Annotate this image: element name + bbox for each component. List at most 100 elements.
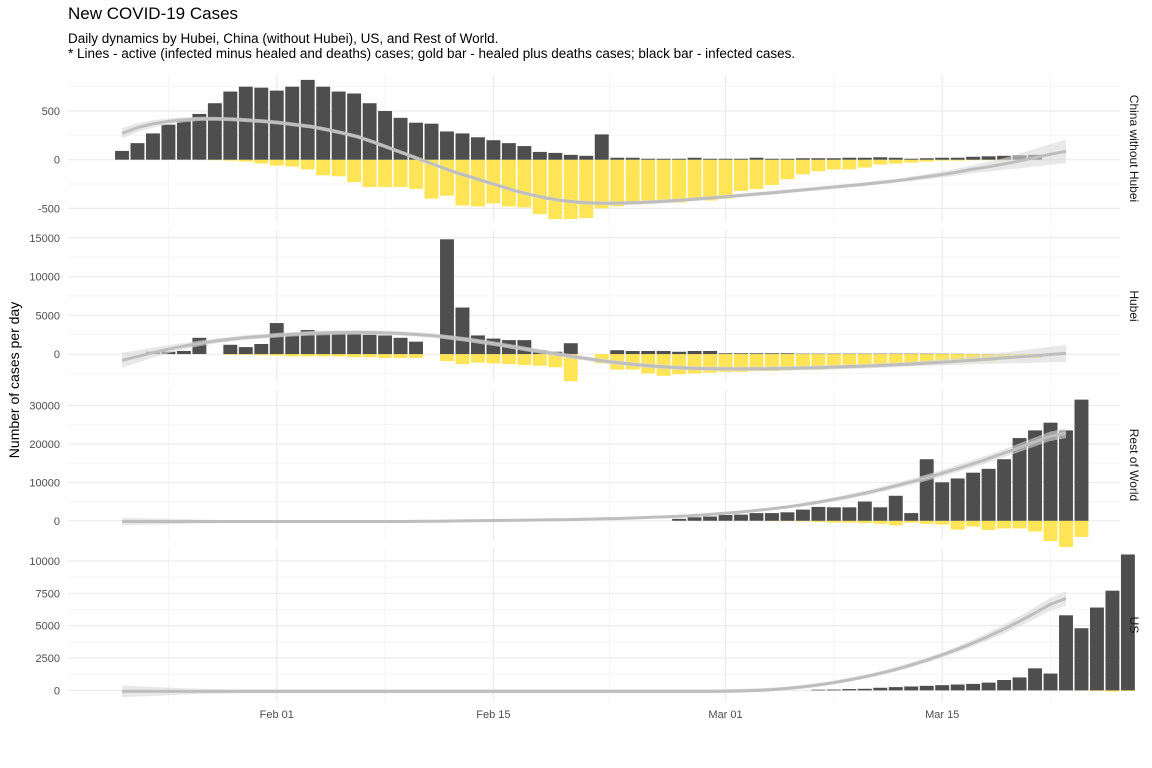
healed-bar [300, 159, 315, 170]
healed-bar [532, 159, 547, 215]
healed-bar [981, 520, 996, 530]
healed-bar [672, 354, 687, 375]
infected-bar [981, 468, 996, 521]
infected-bar [269, 323, 284, 355]
infected-bar [687, 350, 702, 355]
infected-bar [873, 687, 888, 691]
infected-bar [966, 472, 981, 521]
healed-bar [223, 159, 238, 161]
infected-bar [749, 353, 764, 355]
healed-bar [501, 159, 516, 207]
infected-bar [950, 157, 965, 160]
infected-bar [409, 341, 423, 355]
healed-bar [935, 159, 950, 161]
active-cases-line [122, 431, 1067, 523]
infected-bar [1074, 399, 1089, 521]
healed-bar [873, 520, 888, 524]
infected-bar [826, 507, 841, 521]
infected-bar [223, 91, 238, 160]
healed-bar [919, 354, 934, 365]
healed-bar [1028, 520, 1043, 532]
infected-bar [207, 103, 222, 160]
infected-bar [176, 119, 191, 160]
infected-bar [548, 152, 563, 160]
infected-bar [703, 516, 718, 521]
healed-bar [997, 520, 1012, 529]
infected-bar [1043, 673, 1058, 691]
infected-bar [826, 158, 841, 160]
healed-bar [347, 159, 362, 183]
infected-bar [935, 482, 950, 521]
infected-bar [378, 335, 393, 355]
infected-bar [842, 157, 857, 160]
infected-bar [734, 353, 748, 355]
healed-bar [904, 354, 919, 365]
facet-label: Hubei [1127, 290, 1141, 321]
healed-bar [285, 354, 300, 357]
infected-bar [950, 684, 965, 691]
infected-bar [470, 137, 485, 160]
infected-bar [347, 333, 362, 355]
infected-bar [672, 158, 687, 160]
infected-bar [687, 517, 702, 521]
healed-bar [378, 354, 393, 358]
healed-bar [269, 159, 284, 166]
infected-bar [254, 87, 269, 160]
y-tick-label: -500 [38, 203, 60, 215]
healed-bar [393, 159, 408, 187]
infected-bar [904, 158, 919, 160]
healed-bar [888, 159, 903, 164]
healed-bar [641, 159, 656, 201]
infected-bar [1028, 668, 1043, 691]
infected-bar [563, 154, 578, 160]
infected-bar [563, 343, 578, 355]
infected-bar [672, 351, 687, 355]
y-tick-label: 7500 [36, 588, 60, 600]
healed-bar [470, 159, 485, 207]
infected-bar [455, 307, 470, 355]
infected-bar [223, 344, 238, 355]
infected-bar [997, 459, 1012, 521]
infected-bar [780, 512, 795, 521]
healed-bar [935, 354, 950, 364]
x-tick-label: Feb 15 [476, 709, 510, 721]
healed-bar [316, 159, 331, 176]
healed-bar [548, 159, 563, 220]
healed-bar [1120, 690, 1135, 691]
confidence-ribbon [122, 591, 1066, 698]
healed-bar [238, 354, 253, 355]
infected-bar [238, 347, 253, 355]
healed-bar [1012, 520, 1027, 529]
infected-bar [331, 332, 346, 355]
infected-bar [1043, 422, 1058, 521]
infected-bar [718, 158, 733, 160]
infected-bar [811, 158, 826, 160]
healed-bar [254, 159, 269, 164]
healed-bar [285, 159, 300, 167]
y-tick-label: 500 [42, 106, 60, 118]
x-tick-label: Mar 15 [925, 709, 959, 721]
healed-bar [811, 520, 826, 522]
infected-bar [950, 478, 965, 521]
infected-bar [765, 158, 779, 160]
infected-bar [594, 134, 609, 160]
healed-bar [734, 159, 748, 191]
healed-bar [919, 159, 934, 162]
infected-bar [935, 685, 950, 691]
infected-bar [517, 146, 532, 160]
infected-bar [672, 518, 687, 521]
infected-bar [285, 334, 300, 355]
infected-bar [579, 155, 594, 160]
infected-bar [1105, 590, 1120, 691]
infected-bar [966, 156, 981, 160]
infected-bar [811, 506, 826, 521]
healed-bar [842, 520, 857, 523]
y-tick-label: 2500 [36, 653, 60, 665]
healed-bar [795, 520, 810, 522]
infected-bar [857, 157, 872, 160]
healed-bar [672, 159, 687, 203]
healed-bar [594, 159, 609, 209]
infected-bar [254, 344, 269, 355]
y-tick-label: 15000 [29, 233, 60, 245]
infected-bar [966, 683, 981, 691]
